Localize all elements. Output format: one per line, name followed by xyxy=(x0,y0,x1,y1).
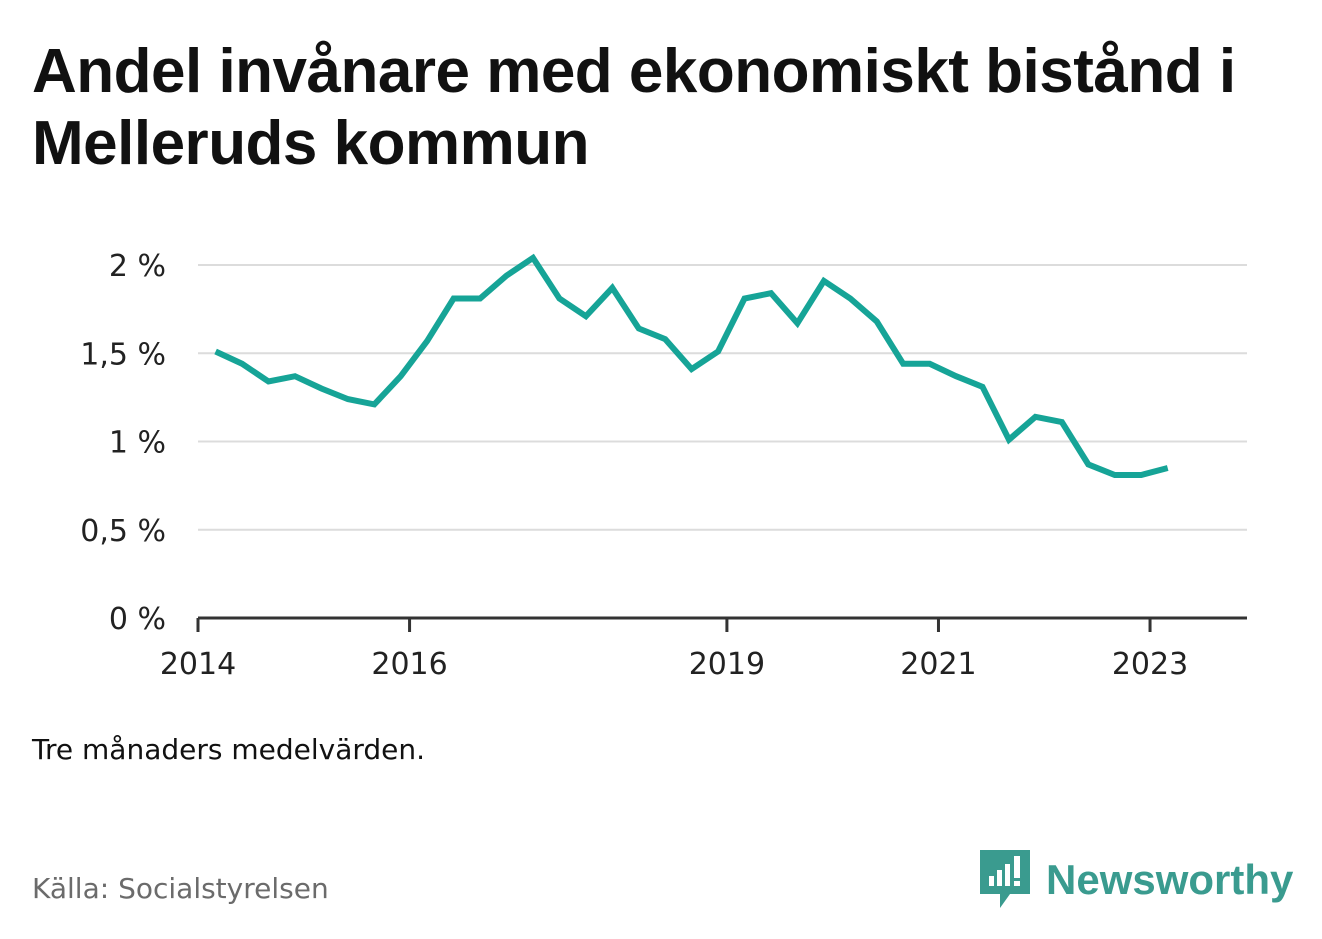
y-tick-label: 0,5 % xyxy=(80,514,166,549)
x-tick-label: 2023 xyxy=(1112,647,1188,682)
x-axis: 2014 2016 2019 2021 2023 xyxy=(160,616,1247,682)
y-tick-label: 2 % xyxy=(109,249,166,284)
x-tick-label: 2016 xyxy=(371,647,447,682)
y-axis: 0 % 0,5 % 1 % 1,5 % 2 % xyxy=(80,249,166,637)
x-tick-label: 2014 xyxy=(160,647,236,682)
line-chart: 0 % 0,5 % 1 % 1,5 % 2 % 2014 2016 2019 2021 2023 xyxy=(80,249,1247,682)
newsworthy-logo-icon xyxy=(980,850,1030,908)
chart-note: Tre månaders medelvärden. xyxy=(32,733,426,766)
series-line xyxy=(214,253,1169,478)
source-label: Källa: Socialstyrelsen xyxy=(32,872,329,905)
chart-title: Andel invånare med ekonomiskt bistånd i … xyxy=(32,37,1236,178)
grid-lines xyxy=(198,264,1247,531)
series-layer xyxy=(214,253,1169,478)
y-tick-label: 0 % xyxy=(109,602,166,637)
brand-name: Newsworthy xyxy=(1046,856,1294,903)
brand-logo[interactable]: Newsworthy xyxy=(980,850,1293,910)
y-tick-label: 1 % xyxy=(109,426,166,461)
x-tick-label: 2021 xyxy=(900,647,976,682)
y-tick-label: 1,5 % xyxy=(80,337,166,372)
x-tick-label: 2019 xyxy=(689,647,765,682)
